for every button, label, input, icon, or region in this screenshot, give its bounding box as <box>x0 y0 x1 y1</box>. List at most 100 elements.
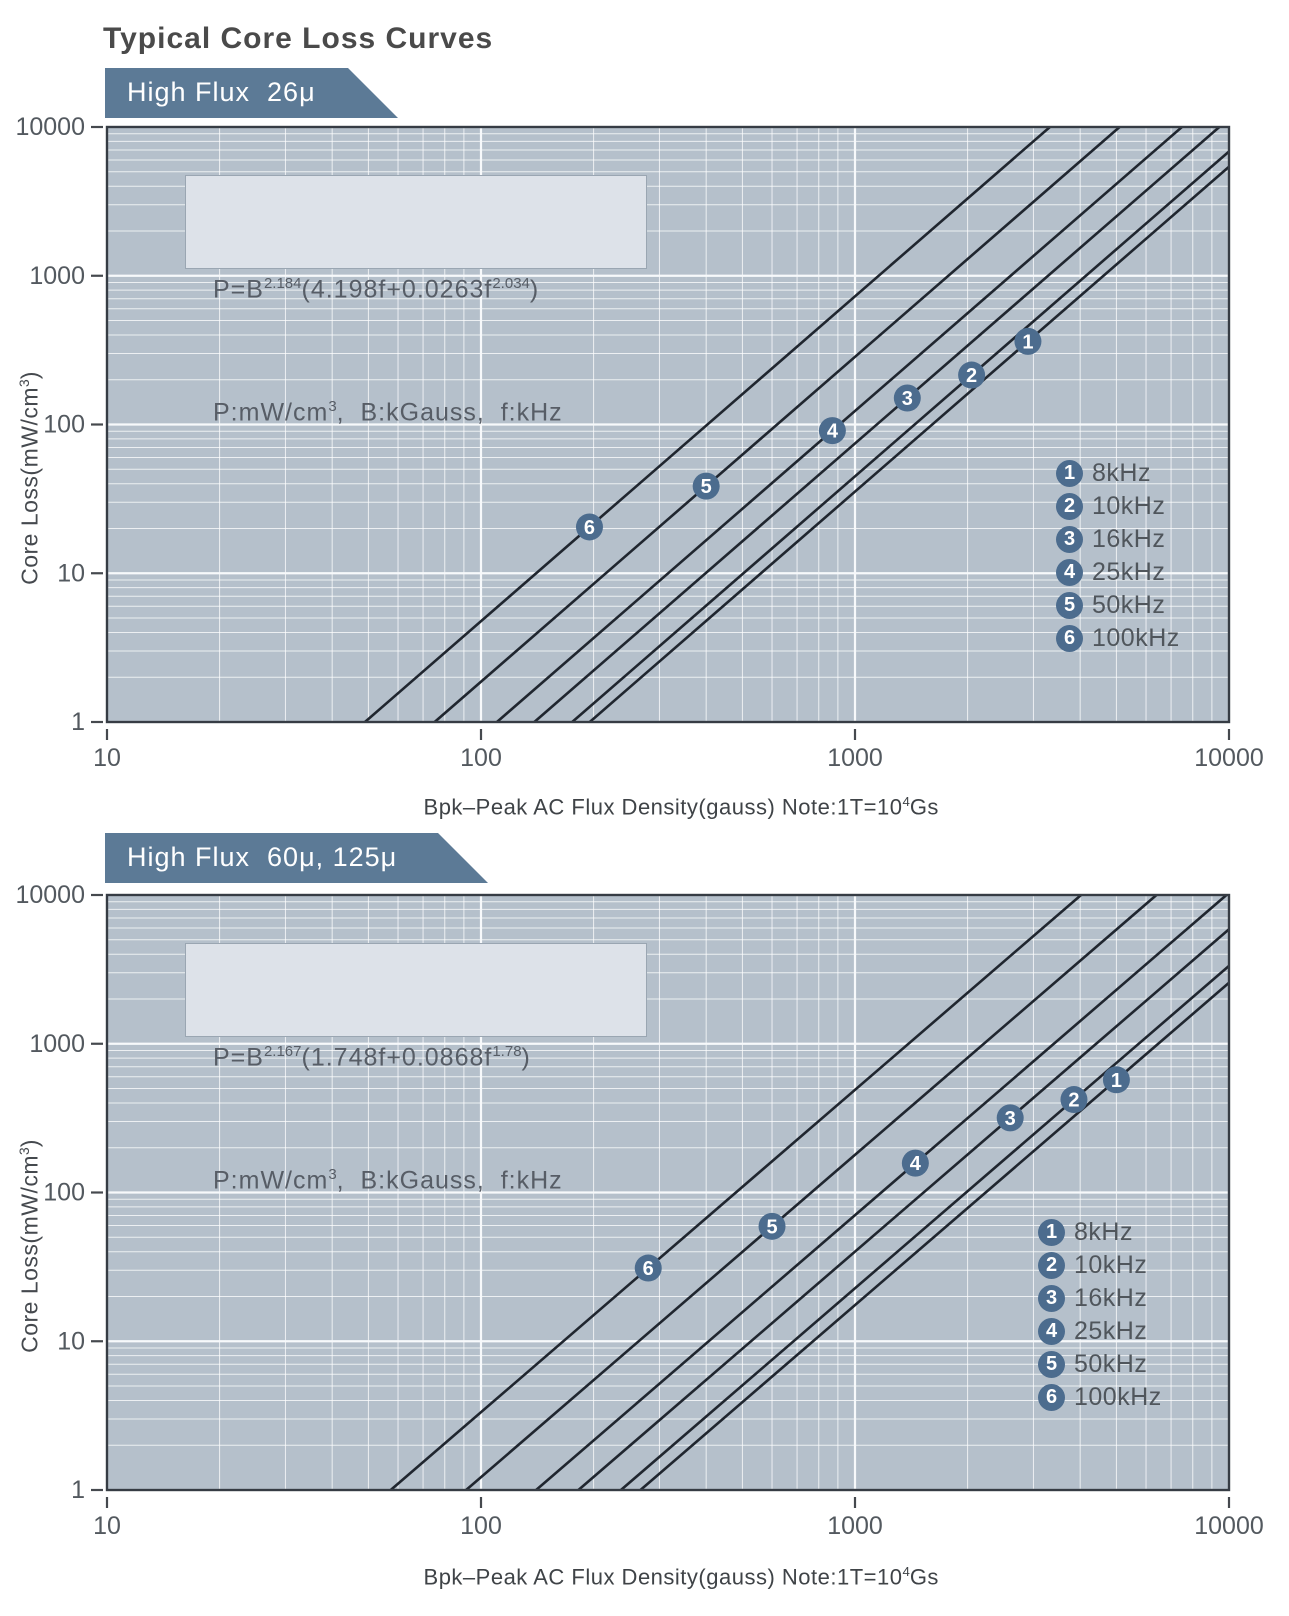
curve-marker-25khz: 4 <box>901 1149 929 1177</box>
curve-marker-10khz: 2 <box>1060 1086 1088 1114</box>
svg-text:4: 4 <box>827 421 839 443</box>
svg-text:6: 6 <box>584 517 595 539</box>
legend-number-badge: 1 <box>1038 1219 1065 1246</box>
x-tick-label: 10 <box>93 1512 121 1540</box>
formula-line: P=B2.167(1.748f+0.0868f1.78) <box>213 1043 531 1072</box>
legend-number-badge: 5 <box>1056 592 1083 619</box>
legend-item-25khz: 4 25kHz <box>1038 1315 1162 1348</box>
y-tick-label: 1 <box>71 708 85 736</box>
exponent: 2.184 <box>263 275 302 292</box>
svg-text:5: 5 <box>701 476 712 498</box>
svg-text:1: 1 <box>1022 331 1033 353</box>
legend-label: 16kHz <box>1092 525 1166 553</box>
legend-label: 16kHz <box>1074 1284 1148 1312</box>
legend-label: 8kHz <box>1074 1218 1133 1246</box>
legend-number-badge: 4 <box>1056 559 1083 586</box>
legend-label: 8kHz <box>1092 459 1151 487</box>
x-axis-title: Bpk–Peak AC Flux Density(gauss) Note:1T=… <box>423 794 939 820</box>
y-tick-label: 1000 <box>29 262 85 290</box>
page-title: Typical Core Loss Curves <box>103 22 494 55</box>
exponent: 2.167 <box>263 1043 302 1060</box>
x-tick-label: 1000 <box>827 744 883 772</box>
legend-item-50khz: 5 50kHz <box>1038 1348 1162 1381</box>
curve-marker-50khz: 5 <box>692 472 720 500</box>
formula-units-line: P:mW/cm3, B:kGauss, f:kHz <box>213 398 563 427</box>
legend-number-badge: 4 <box>1038 1318 1065 1345</box>
legend-label: 10kHz <box>1074 1251 1148 1279</box>
legend-number-badge: 3 <box>1038 1285 1065 1312</box>
plot-border <box>105 125 1231 724</box>
x-tick-label: 100 <box>460 1512 502 1540</box>
y-tick-label: 1000 <box>29 1030 85 1058</box>
legend-item-25khz: 4 25kHz <box>1056 556 1180 589</box>
legend-item-8khz: 1 8kHz <box>1056 457 1180 490</box>
x-tick-label: 10000 <box>1194 744 1264 772</box>
curve-16khz <box>533 126 1221 723</box>
banner-label: High Flux 26μ <box>127 77 316 107</box>
legend-label: 50kHz <box>1092 591 1166 619</box>
exponent: 3 <box>328 398 337 416</box>
x-tick-label: 100 <box>460 744 502 772</box>
y-tick-label: 1 <box>71 1476 85 1504</box>
svg-text:3: 3 <box>902 388 913 410</box>
curve-8khz <box>639 981 1230 1491</box>
curve-8khz <box>588 165 1230 723</box>
curve-marker-16khz: 3 <box>996 1104 1024 1132</box>
x-axis-title: Bpk–Peak AC Flux Density(gauss) Note:1T=… <box>423 1564 939 1590</box>
exponent: 3 <box>328 1166 337 1184</box>
banner-high-flux-26u: High Flux 26μ <box>105 68 398 118</box>
curve-marker-16khz: 3 <box>893 384 921 412</box>
legend-item-8khz: 1 8kHz <box>1038 1216 1162 1249</box>
legend-label: 25kHz <box>1092 558 1166 586</box>
formula-box-26u: P=B2.184(4.198f+0.0263f2.034) P:mW/cm3, … <box>185 175 647 427</box>
legend-item-50khz: 5 50kHz <box>1056 589 1180 622</box>
curve-50khz <box>465 894 1158 1491</box>
y-tick-label: 100 <box>43 411 85 439</box>
legend-label: 10kHz <box>1092 492 1166 520</box>
exponent: 4 <box>902 1564 910 1579</box>
curve-marker-100khz: 6 <box>575 513 603 541</box>
legend: 1 8kHz 2 10kHz 3 16kHz 4 25kHz 5 50kHz 6 100kHz <box>1056 457 1180 655</box>
curve-marker-25khz: 4 <box>818 417 846 445</box>
svg-text:5: 5 <box>766 1216 777 1238</box>
curve-marker-50khz: 5 <box>758 1212 786 1240</box>
banner-label: High Flux 60μ, 125μ <box>127 842 398 872</box>
curve-50khz <box>433 126 1121 723</box>
x-tick-label: 10 <box>93 744 121 772</box>
svg-text:3: 3 <box>1005 1108 1016 1130</box>
legend-number-badge: 5 <box>1038 1351 1065 1378</box>
y-tick-label: 10000 <box>15 113 85 141</box>
curve-10khz <box>571 150 1230 723</box>
x-tick-label: 10000 <box>1194 1512 1264 1540</box>
y-tick-label: 10 <box>57 559 85 587</box>
curve-100khz <box>364 126 1051 723</box>
exponent: 3 <box>16 1147 32 1155</box>
legend-label: 25kHz <box>1074 1317 1148 1345</box>
legend-number-badge: 6 <box>1056 625 1083 652</box>
legend-number-badge: 3 <box>1056 526 1083 553</box>
svg-text:1: 1 <box>1111 1070 1122 1092</box>
legend: 1 8kHz 2 10kHz 3 16kHz 4 25kHz 5 50kHz 6 100kHz <box>1038 1216 1162 1414</box>
formula-box-60u-125u: P=B2.167(1.748f+0.0868f1.78) P:mW/cm3, B… <box>185 943 647 1195</box>
legend-label: 50kHz <box>1074 1350 1148 1378</box>
banner-high-flux-60u-125u: High Flux 60μ, 125μ <box>105 833 488 883</box>
legend-item-10khz: 2 10kHz <box>1056 490 1180 523</box>
legend-item-16khz: 3 16kHz <box>1056 523 1180 556</box>
exponent: 3 <box>16 379 32 387</box>
formula-units-line: P:mW/cm3, B:kGauss, f:kHz <box>213 1166 563 1195</box>
curve-marker-100khz: 6 <box>634 1254 662 1282</box>
exponent: 4 <box>902 794 910 809</box>
curve-marker-8khz: 1 <box>1014 327 1042 355</box>
exponent: 1.78 <box>492 1043 522 1060</box>
curve-16khz <box>577 928 1230 1491</box>
legend-label: 100kHz <box>1074 1383 1162 1411</box>
svg-text:4: 4 <box>910 1153 922 1175</box>
formula-line: P=B2.184(4.198f+0.0263f2.034) <box>213 275 540 304</box>
x-tick-label: 1000 <box>827 1512 883 1540</box>
y-tick-label: 10 <box>57 1327 85 1355</box>
legend-item-100khz: 6 100kHz <box>1056 622 1180 655</box>
curve-25khz <box>535 894 1228 1491</box>
legend-label: 100kHz <box>1092 624 1180 652</box>
y-tick-label: 100 <box>43 1179 85 1207</box>
